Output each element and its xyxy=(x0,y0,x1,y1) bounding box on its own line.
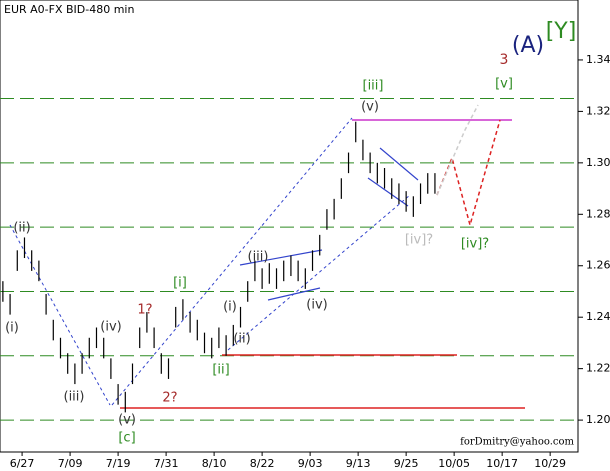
channel-line xyxy=(111,117,353,406)
wave-label: (i) xyxy=(223,300,237,315)
wave-label: (v) xyxy=(361,100,379,115)
y-tick-label: 1.32 xyxy=(586,104,610,117)
wave-label: [c] xyxy=(118,431,135,446)
y-tick-label: 1.26 xyxy=(586,259,610,272)
wave-label: [i] xyxy=(173,276,187,291)
channel-line xyxy=(227,194,411,351)
wave-label: (ii) xyxy=(233,332,250,347)
wave-label: (iv) xyxy=(306,298,327,313)
x-tick-label: 7/09 xyxy=(58,457,83,470)
y-tick-label: 1.22 xyxy=(586,362,610,375)
wave-label: (i) xyxy=(5,321,19,336)
channel-line xyxy=(367,177,409,207)
x-tick-label: 6/27 xyxy=(10,457,35,470)
x-tick-label: 10/17 xyxy=(486,457,518,470)
y-tick-label: 1.20 xyxy=(586,413,610,426)
forecast-path xyxy=(436,104,479,196)
y-tick-label: 1.30 xyxy=(586,156,610,169)
plot-frame xyxy=(0,0,579,453)
y-tick-label: 1.34 xyxy=(586,53,610,66)
x-tick-label: 9/25 xyxy=(394,457,419,470)
channel-line xyxy=(9,224,111,406)
footer: forDmitry@yahoo.com xyxy=(460,437,574,448)
channel-line xyxy=(239,249,323,266)
wave-label: [v] xyxy=(495,77,513,92)
wave-label: (iii) xyxy=(64,390,85,405)
channel-line xyxy=(267,287,321,301)
x-tick-label: 8/22 xyxy=(250,457,275,470)
forecast-path xyxy=(436,119,501,228)
x-tick-label: 7/31 xyxy=(154,457,179,470)
wave-label: [Y] xyxy=(546,19,577,44)
wave-label: [iii] xyxy=(363,79,384,94)
wave-label: (A) xyxy=(512,33,544,58)
wave-label: 3 xyxy=(500,52,509,68)
wave-label: (iv) xyxy=(100,320,121,335)
x-tick-label: 9/03 xyxy=(298,457,323,470)
wave-label: (v) xyxy=(118,413,136,428)
y-tick-label: 1.24 xyxy=(586,310,610,323)
chart-title: EUR A0-FX BID-480 min xyxy=(4,3,134,16)
wave-label: 1? xyxy=(137,303,152,318)
wave-label: (ii) xyxy=(13,221,30,236)
wave-label: [iv]? xyxy=(405,233,433,248)
channel-line xyxy=(379,147,419,181)
wave-label: 2? xyxy=(162,391,177,406)
x-tick-label: 10/05 xyxy=(438,457,470,470)
y-tick-label: 1.28 xyxy=(586,207,610,220)
wave-label: [iv]? xyxy=(461,237,489,252)
x-tick-label: 8/10 xyxy=(202,457,227,470)
wave-label: (iii) xyxy=(248,250,269,265)
wave-label: [ii] xyxy=(212,363,229,378)
x-tick-label: 10/29 xyxy=(534,457,566,470)
x-tick-label: 7/19 xyxy=(106,457,131,470)
x-tick-label: 9/13 xyxy=(346,457,371,470)
